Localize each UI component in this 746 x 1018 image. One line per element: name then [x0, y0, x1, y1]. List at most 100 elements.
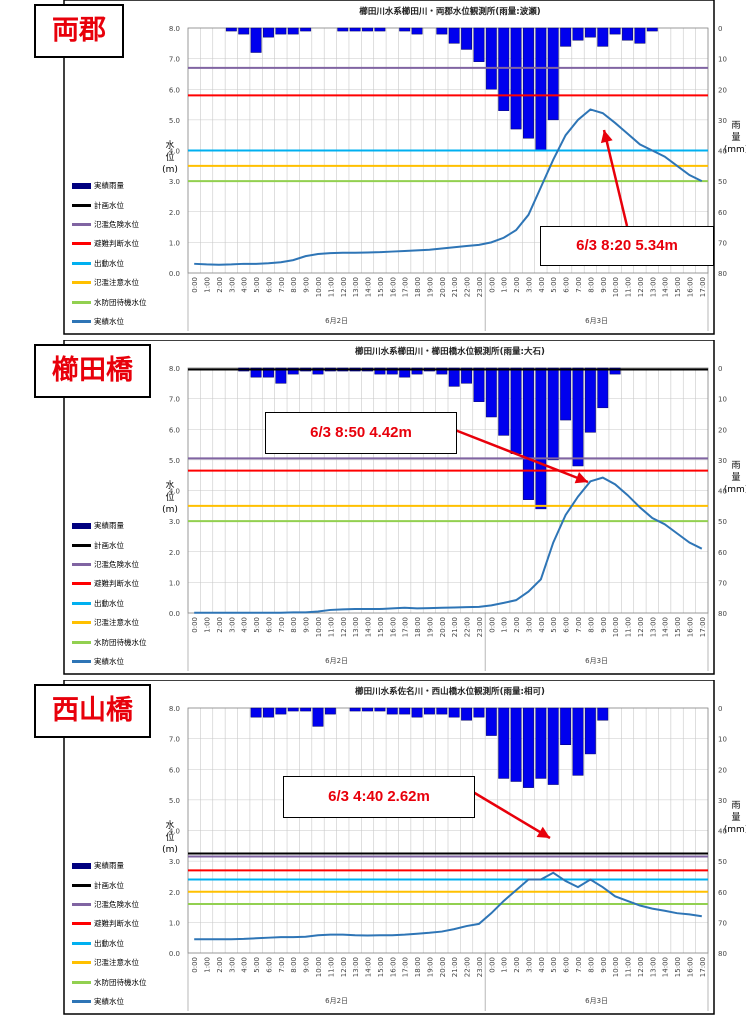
x-tick-label: 10:00	[315, 617, 323, 637]
x-tick-label: 13:00	[352, 277, 360, 297]
x-tick-label: 17:00	[699, 957, 707, 977]
y2-tick-label: 0	[718, 705, 722, 713]
rainfall-bar	[473, 27, 485, 62]
legend-item: 水防団待機水位	[72, 972, 172, 991]
y-axis-label: 位	[165, 831, 174, 843]
x-tick-label: 20:00	[439, 277, 447, 297]
legend-label: 実績雨量	[94, 861, 124, 871]
callout-arrow	[454, 428, 589, 484]
legend-label: 水防団待機水位	[94, 977, 147, 987]
y-tick-label: 6.0	[169, 766, 180, 774]
day-label: 6月2日	[325, 657, 348, 665]
y2-axis-label: 量	[731, 132, 740, 143]
chart-title: 櫛田川水系佐名川・西山橋水位観測所(雨量:相可)	[355, 686, 545, 697]
x-tick-label: 20:00	[439, 617, 447, 637]
x-tick-label: 7:00	[575, 617, 583, 633]
legend-label: 氾濫注意水位	[94, 278, 139, 288]
rainfall-bar	[560, 367, 572, 421]
rainfall-bar	[287, 27, 299, 35]
legend-swatch	[72, 281, 91, 285]
x-tick-label: 14:00	[662, 277, 670, 297]
y2-tick-label: 80	[718, 950, 727, 958]
x-tick-label: 6:00	[265, 277, 273, 293]
rainfall-bar	[263, 367, 274, 378]
legend-label: 氾濫注意水位	[94, 618, 139, 628]
x-tick-label: 6:00	[563, 277, 571, 293]
x-tick-label: 10:00	[612, 277, 620, 297]
x-tick-label: 8:00	[587, 957, 595, 973]
rainfall-bar	[250, 367, 262, 378]
rainfall-bar	[510, 27, 522, 130]
y-axis-label: (m)	[162, 505, 178, 515]
y-tick-label: 8.0	[169, 25, 180, 33]
y-tick-label: 0.0	[169, 270, 180, 278]
rainfall-bar	[535, 27, 547, 151]
rainfall-bar	[448, 27, 460, 44]
x-tick-label: 8:00	[290, 277, 298, 293]
x-tick-label: 7:00	[575, 957, 583, 973]
chart-panel-kushidabashi: 櫛田川水系櫛田川・櫛田橋水位観測所(雨量:大石) 0.0 1.0 2.0 3.0 4.0 5…	[0, 340, 746, 676]
x-tick-label: 10:00	[612, 617, 620, 637]
peak-callout: 6/3 8:20 5.34m	[540, 226, 714, 266]
water-level-line	[194, 476, 703, 614]
rainfall-bar	[448, 707, 460, 718]
x-tick-label: 15:00	[377, 957, 385, 977]
water-level-chart: 櫛田川水系櫛田川・両郡水位観測所(雨量:波瀬) 0.0 1.0 2.0 3.0 4.0 5.…	[63, 0, 746, 335]
x-tick-label: 16:00	[389, 277, 397, 297]
y-tick-label: 2.0	[169, 209, 180, 217]
y2-tick-label: 30	[718, 797, 727, 805]
rainfall-bar	[498, 707, 510, 779]
day-label: 6月3日	[585, 997, 608, 1005]
x-tick-label: 0:00	[488, 277, 496, 293]
y2-tick-label: 70	[718, 919, 727, 927]
x-tick-label: 19:00	[426, 617, 434, 637]
rainfall-bar	[535, 707, 547, 779]
water-level-line	[194, 108, 703, 266]
x-tick-label: 1:00	[204, 957, 212, 973]
legend-item: 計画水位	[72, 195, 172, 214]
legend-swatch	[72, 522, 91, 529]
legend-swatch	[72, 941, 91, 945]
y2-tick-label: 50	[718, 858, 727, 866]
rainfall-bar	[584, 707, 596, 755]
rainfall-bar	[572, 367, 584, 467]
legend-item: 避難判断水位	[72, 914, 172, 933]
station-label: 両郡	[34, 4, 124, 58]
day-label: 6月2日	[325, 317, 348, 325]
legend-label: 計画水位	[94, 540, 124, 550]
y2-axis-label: 量	[731, 812, 740, 823]
x-tick-label: 21:00	[451, 617, 459, 637]
x-tick-label: 3:00	[228, 957, 236, 973]
x-tick-label: 5:00	[550, 277, 558, 293]
station-label: 西山橋	[34, 684, 151, 738]
x-tick-label: 9:00	[303, 957, 311, 973]
legend-swatch	[72, 182, 91, 189]
rainfall-bar	[324, 707, 336, 715]
rainfall-bar	[312, 367, 324, 375]
y2-tick-label: 60	[718, 889, 727, 897]
rainfall-bar	[312, 707, 324, 727]
y2-tick-label: 60	[718, 209, 727, 217]
y2-tick-label: 10	[718, 396, 727, 404]
x-tick-label: 12:00	[340, 957, 348, 977]
y-tick-label: 3.0	[169, 178, 180, 186]
rainfall-bar	[485, 707, 497, 736]
legend-swatch	[72, 961, 91, 965]
legend-swatch	[72, 543, 91, 547]
legend-label: 実績雨量	[94, 181, 124, 191]
legend-label: 出動水位	[94, 258, 124, 268]
legend-swatch	[72, 203, 91, 207]
x-tick-label: 12:00	[637, 617, 645, 637]
x-tick-label: 3:00	[525, 617, 533, 633]
y2-tick-label: 80	[718, 610, 727, 618]
y-tick-label: 7.0	[169, 736, 180, 744]
rainfall-bar	[498, 27, 510, 111]
legend: 実績雨量 計画水位 氾濫危険水位 避難判断水位 出動水位 氾濫注意水位 水防団待機水位 実績水…	[72, 516, 172, 671]
y-tick-label: 0.0	[169, 950, 180, 958]
rainfall-bar	[250, 27, 262, 53]
y-axis-label: 水	[165, 139, 174, 151]
x-tick-label: 15:00	[377, 277, 385, 297]
rainfall-bar	[300, 27, 312, 32]
y-axis-label: 位	[165, 151, 174, 163]
legend-swatch	[72, 980, 91, 984]
